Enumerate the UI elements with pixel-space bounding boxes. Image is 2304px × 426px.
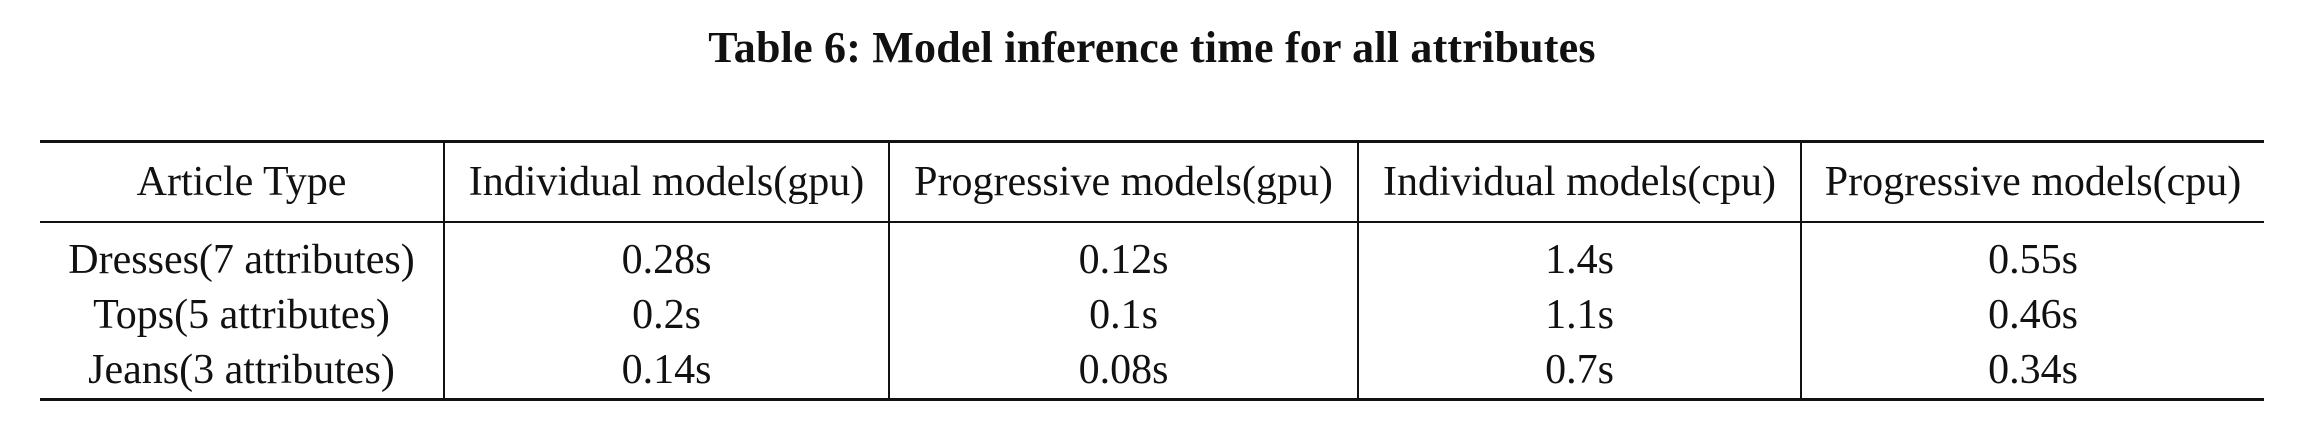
- table-row: Tops(5 attributes) 0.2s 0.1s 1.1s 0.46s: [40, 288, 2264, 343]
- table-cell: 0.46s: [1800, 288, 2264, 343]
- table-cell: 1.1s: [1357, 288, 1801, 343]
- table-cell: 1.4s: [1357, 222, 1801, 288]
- row-label: Jeans(3 attributes): [40, 343, 444, 401]
- table-header-row: Article Type Individual models(gpu) Prog…: [40, 140, 2264, 223]
- table-cell: 0.14s: [443, 343, 889, 401]
- column-header-progressive-cpu: Progressive models(cpu): [1800, 140, 2264, 223]
- table-cell: 0.2s: [443, 288, 889, 343]
- column-header-article-type: Article Type: [40, 140, 444, 223]
- table-cell: 0.12s: [888, 222, 1358, 288]
- table-container: Article Type Individual models(gpu) Prog…: [40, 140, 2264, 401]
- table-cell: 0.28s: [443, 222, 889, 288]
- row-label: Tops(5 attributes): [93, 292, 390, 338]
- table-row: Jeans(3 attributes) 0.14s 0.08s 0.7s 0.3…: [40, 343, 2264, 401]
- table-cell: 0.7s: [1357, 343, 1801, 401]
- inference-time-table: Article Type Individual models(gpu) Prog…: [40, 140, 2264, 401]
- table-cell: 0.1s: [888, 288, 1358, 343]
- table-caption: Table 6: Model inference time for all at…: [708, 23, 1596, 72]
- row-label: Dresses(7 attributes): [68, 237, 415, 283]
- column-header-individual-gpu: Individual models(gpu): [443, 140, 889, 223]
- table-row: Dresses(7 attributes) 0.28s 0.12s 1.4s 0…: [40, 222, 2264, 288]
- table-cell: 0.08s: [888, 343, 1358, 401]
- column-header-individual-cpu: Individual models(cpu): [1357, 140, 1801, 223]
- column-header-progressive-gpu: Progressive models(gpu): [888, 140, 1358, 223]
- table-cell: 0.55s: [1800, 222, 2264, 288]
- table-cell: 0.34s: [1800, 343, 2264, 401]
